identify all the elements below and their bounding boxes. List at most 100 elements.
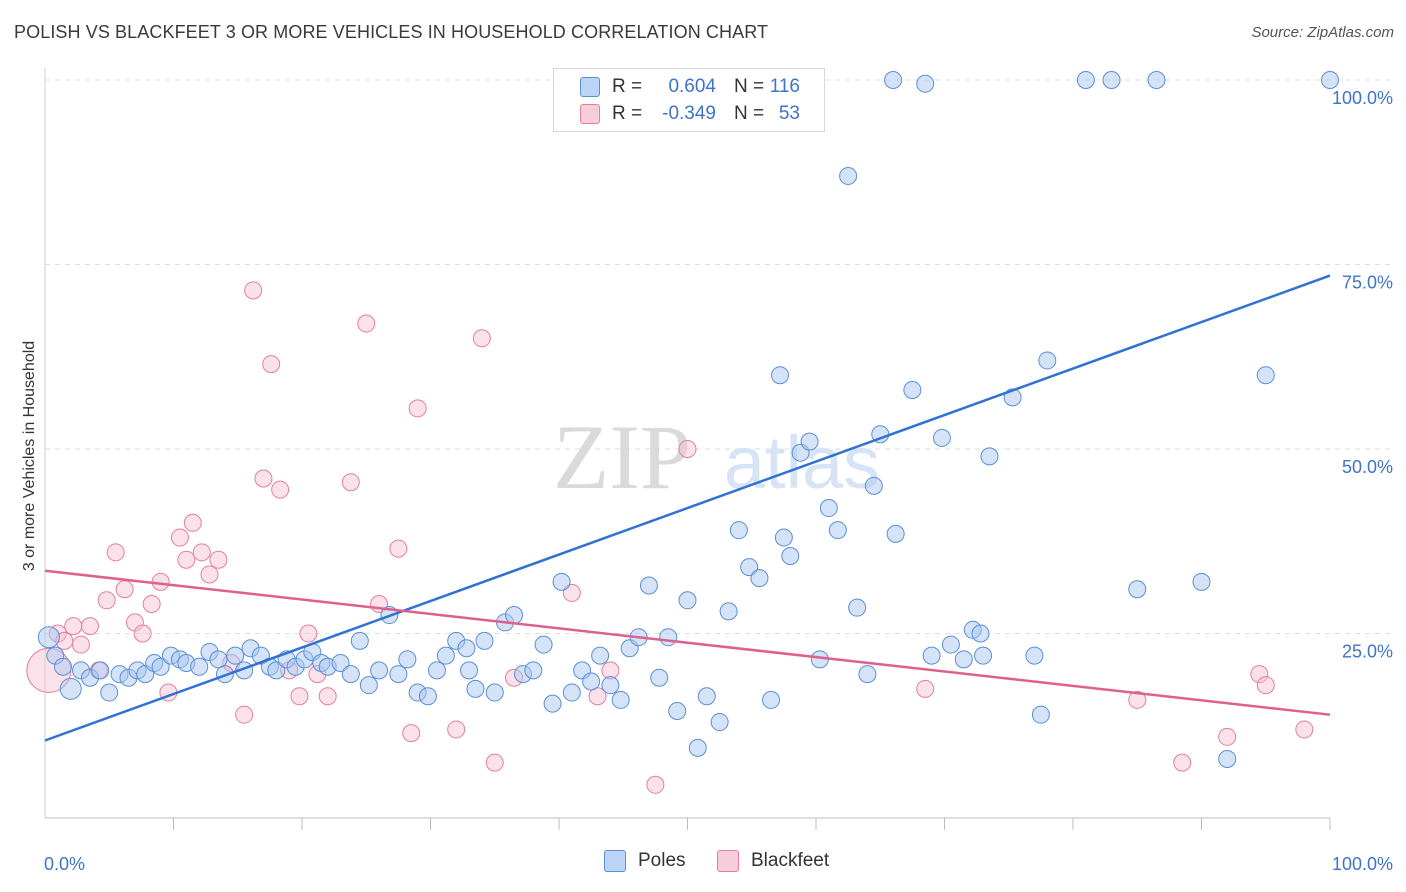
poles-point: [884, 71, 903, 89]
blackfeet-swatch: [580, 104, 600, 124]
poles-point: [190, 657, 209, 676]
blackfeet-point: [183, 513, 202, 532]
poles-point: [719, 602, 738, 621]
blackfeet-point: [64, 617, 83, 636]
blackfeet-point: [142, 594, 161, 613]
poles-point: [1147, 71, 1166, 89]
poles-point: [1192, 572, 1211, 591]
stats-row-poles: R = 0.604 N = 116: [554, 74, 824, 102]
blackfeet-point: [1128, 690, 1147, 709]
poles-point: [858, 665, 877, 684]
poles-legend-swatch: [604, 850, 626, 872]
blackfeet-point: [389, 539, 408, 558]
poles-point: [1256, 366, 1275, 385]
poles-point: [1102, 71, 1121, 89]
poles-point: [1076, 71, 1095, 89]
poles-point: [710, 713, 729, 732]
source-label: Source: ZipAtlas.com: [1251, 24, 1394, 41]
blackfeet-point: [485, 753, 504, 772]
grid-lines: [45, 79, 1395, 634]
poles-point: [543, 694, 562, 713]
poles-point: [932, 428, 951, 447]
poles-point: [886, 524, 905, 543]
blackfeet-point: [916, 679, 935, 698]
r-label: R =: [612, 103, 643, 124]
blackfeet-point: [1173, 753, 1192, 772]
poles-point: [601, 676, 620, 695]
blackfeet-point: [235, 705, 254, 724]
n-value: 53: [778, 103, 800, 124]
poles-point: [954, 650, 973, 669]
blackfeet-point: [106, 543, 125, 562]
x-tick-label: 0.0%: [44, 854, 85, 874]
poles-point: [740, 558, 759, 577]
poles-point: [903, 380, 922, 399]
blackfeet-point: [562, 583, 581, 602]
poles-point: [427, 661, 446, 680]
poles-point: [828, 521, 847, 540]
x-tick-label: 100.0%: [1332, 854, 1393, 874]
blackfeet-point: [318, 687, 337, 706]
blackfeet-point: [80, 617, 99, 636]
poles-point: [591, 646, 610, 665]
poles-point: [582, 672, 601, 691]
poles-point: [475, 631, 494, 650]
blackfeet-point: [115, 580, 134, 599]
poles-point: [1031, 705, 1050, 724]
poles-point: [819, 499, 838, 518]
poles-point: [350, 631, 369, 650]
legend-label: Poles: [638, 850, 686, 871]
legend-item-blackfeet[interactable]: Blackfeet: [717, 850, 829, 872]
poles-point: [485, 683, 504, 702]
poles-point: [226, 646, 245, 665]
poles-point: [848, 598, 867, 617]
blackfeet-point: [1256, 676, 1275, 695]
poles-point: [839, 166, 858, 185]
blackfeet-point: [97, 591, 116, 610]
tick-labels: 25.0% 50.0% 75.0% 100.0% 0.0% 100.0%: [44, 88, 1393, 874]
poles-point: [534, 635, 553, 654]
y-tick-label: 25.0%: [1342, 642, 1393, 662]
poles-point: [771, 366, 790, 385]
r-value: 0.604: [668, 76, 716, 97]
blackfeet-point: [192, 543, 211, 562]
poles-point: [331, 654, 350, 673]
poles-points: [37, 71, 1339, 768]
poles-point: [864, 476, 883, 495]
poles-point: [916, 74, 935, 93]
poles-point: [457, 639, 476, 658]
r-value: -0.349: [662, 103, 716, 124]
poles-point: [91, 661, 110, 680]
poles-point: [1128, 580, 1147, 599]
poles-point: [980, 447, 999, 466]
blackfeet-point: [271, 480, 290, 499]
poles-point: [971, 624, 990, 643]
blackfeet-point: [341, 473, 360, 492]
poles-point: [418, 687, 437, 706]
n-label: N =: [734, 103, 765, 124]
poles-point: [750, 569, 769, 588]
poles-point: [697, 687, 716, 706]
poles-point: [389, 665, 408, 684]
blackfeet-point: [177, 550, 196, 569]
poles-point: [650, 668, 669, 687]
chart-title: POLISH VS BLACKFEET 3 OR MORE VEHICLES I…: [14, 22, 769, 42]
poles-point: [1038, 351, 1057, 370]
blackfeet-trend-line: [44, 569, 1331, 716]
poles-point: [151, 657, 170, 676]
watermark: ZIP atlas: [553, 406, 880, 508]
y-tick-label: 75.0%: [1342, 273, 1393, 293]
stats-box: R = 0.604 N = 116 R = -0.349 N = 53: [553, 68, 825, 132]
blackfeet-points: [26, 281, 1314, 794]
poles-point: [781, 547, 800, 566]
poles-point: [974, 646, 993, 665]
blackfeet-point: [71, 635, 90, 654]
poles-point: [398, 650, 417, 669]
blackfeet-point: [299, 624, 318, 643]
blackfeet-point: [447, 720, 466, 739]
y-tick-label: 100.0%: [1332, 88, 1393, 108]
legend-label: Blackfeet: [751, 850, 830, 871]
legend-item-poles[interactable]: Poles: [604, 850, 686, 872]
trend-lines: [44, 274, 1331, 742]
poles-point: [941, 635, 960, 654]
